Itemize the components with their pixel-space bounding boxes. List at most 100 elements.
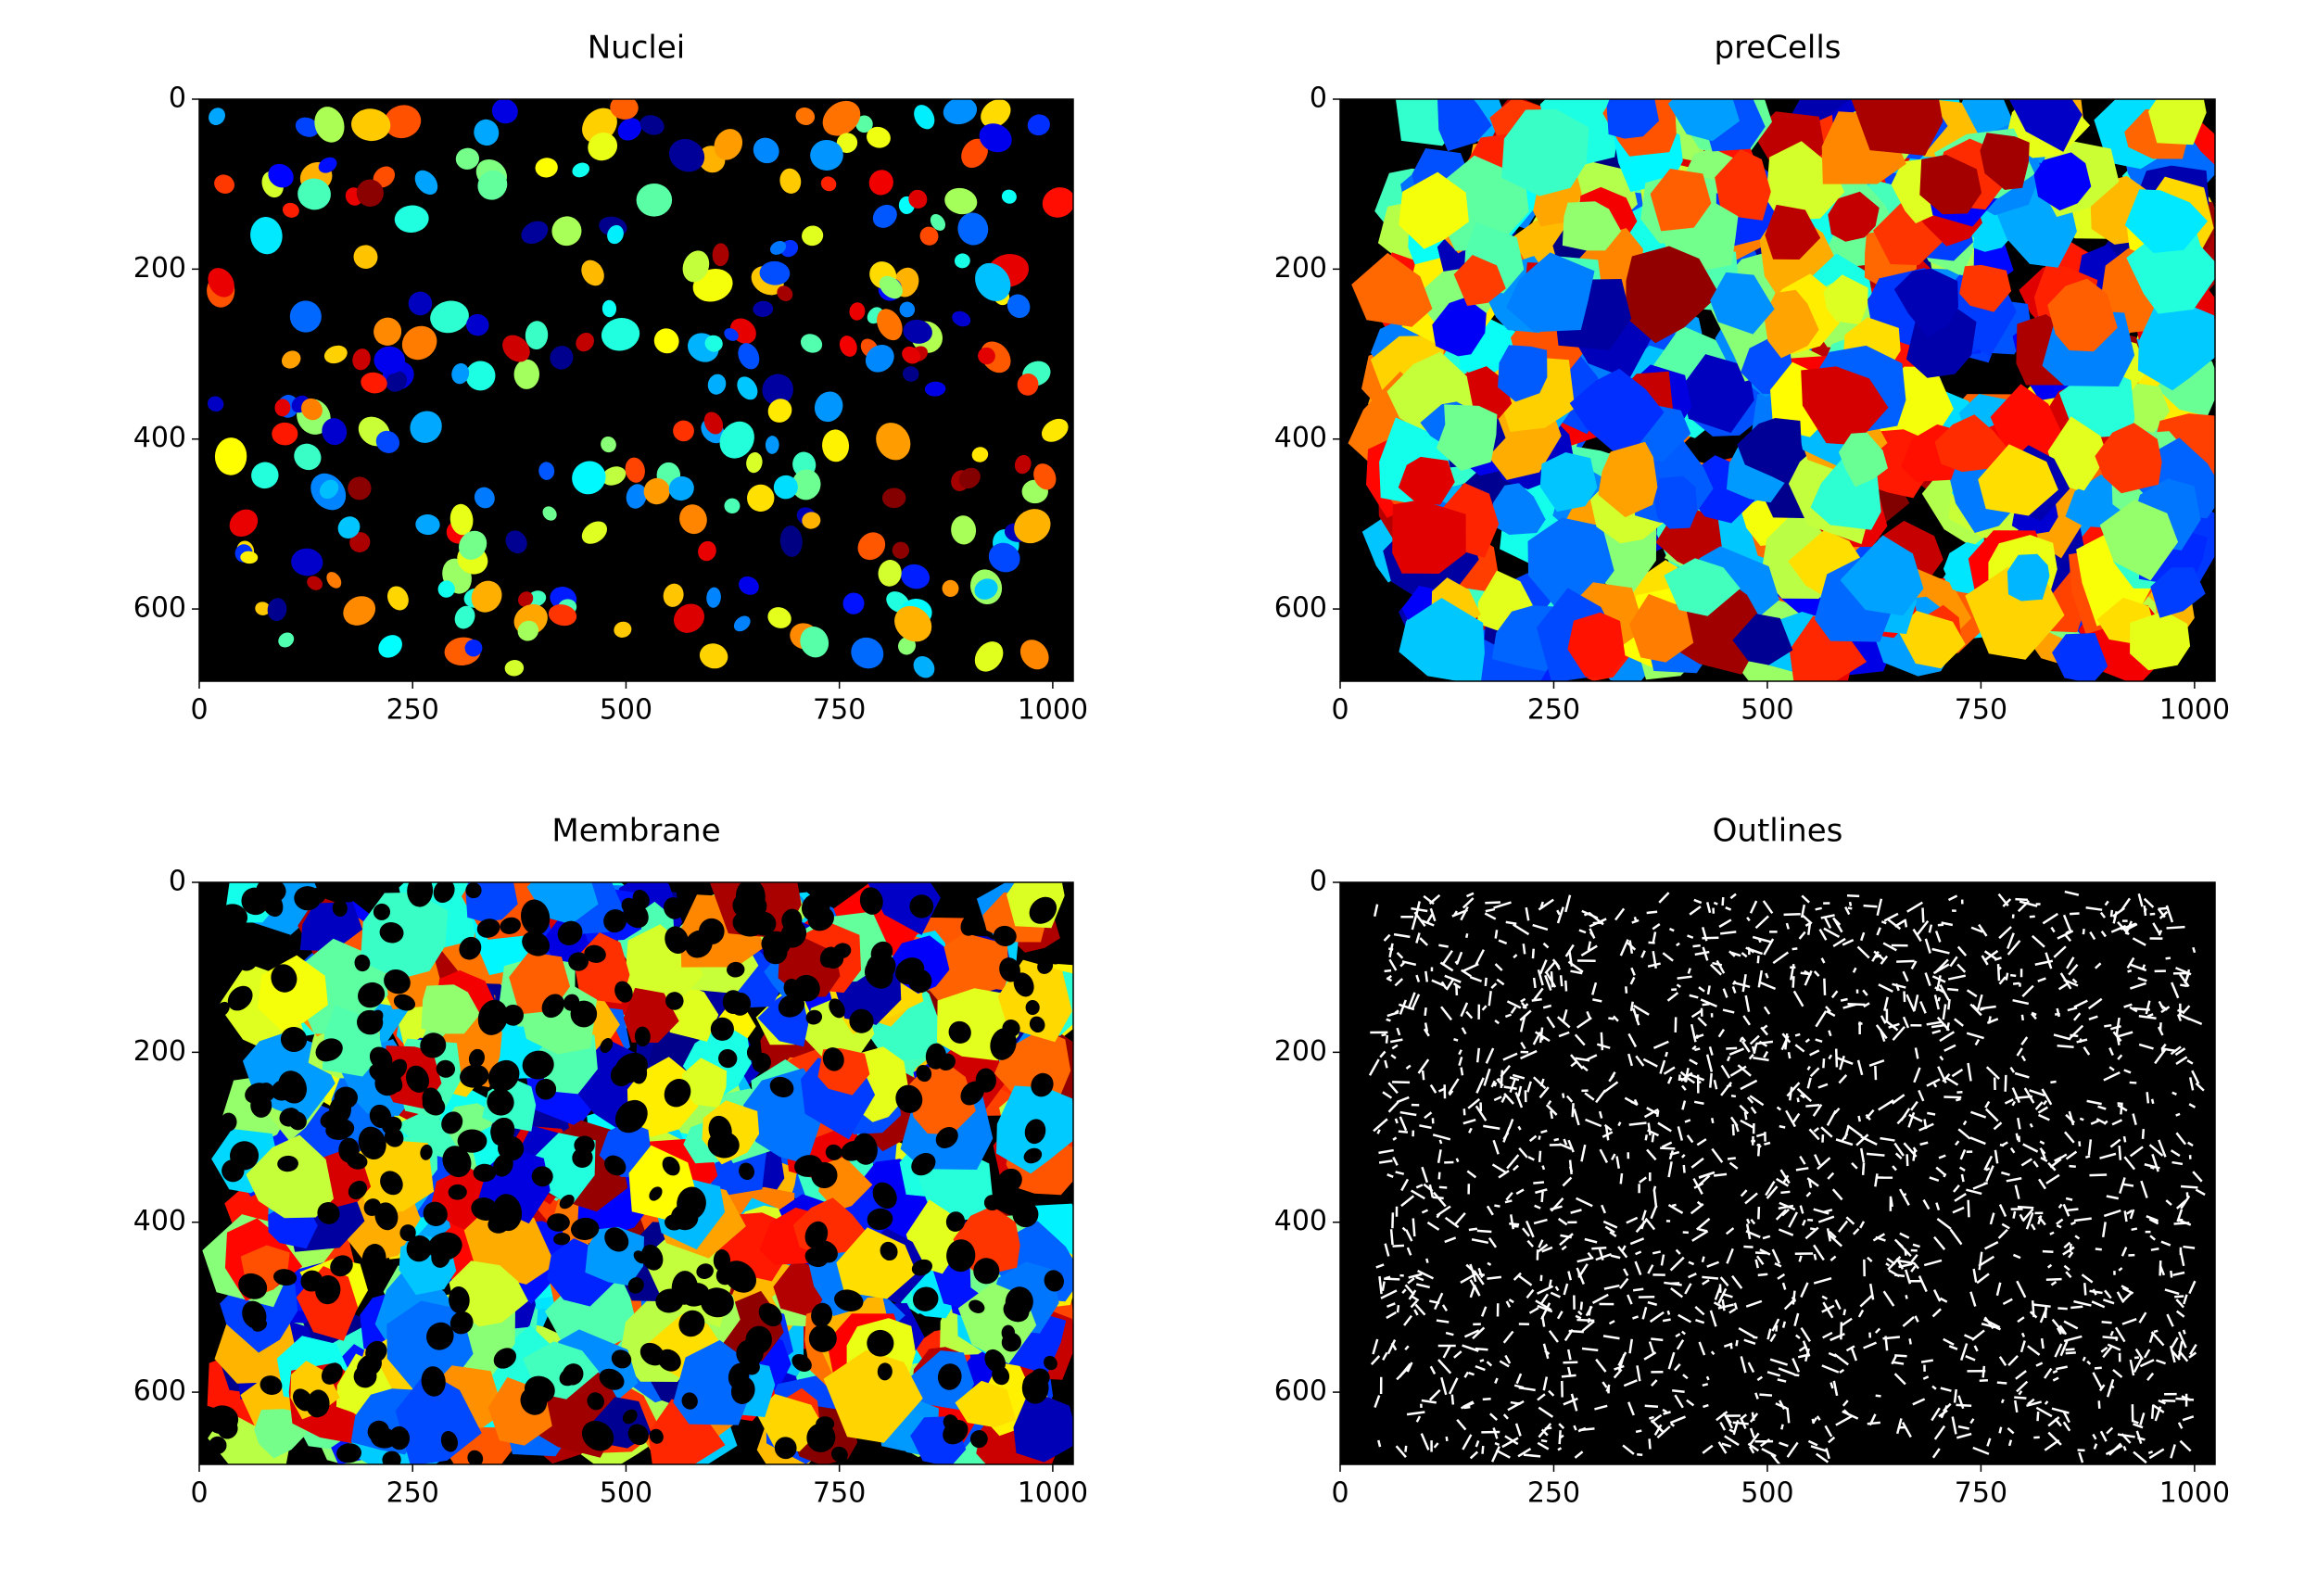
outline-segment [1780, 1190, 1791, 1195]
x-tick-label: 0 [190, 694, 208, 727]
nucleus-hole [969, 1299, 985, 1313]
outline-segment [1815, 1452, 1830, 1463]
outline-segment [2133, 1007, 2150, 1011]
outline-segment [1893, 1273, 1906, 1278]
nucleus [449, 503, 474, 536]
nucleus-hole [457, 1129, 487, 1153]
outline-segment [1748, 1053, 1754, 1060]
outline-segment [1810, 1445, 1827, 1452]
cell-region [1567, 612, 1626, 678]
outline-segment [1387, 1101, 1399, 1113]
outline-segment [1829, 1230, 1837, 1239]
nucleus [914, 105, 935, 130]
nucleus-hole [1029, 1016, 1045, 1033]
outline-segment [1750, 1218, 1756, 1225]
nucleus [505, 530, 527, 553]
outline-segment [1581, 1320, 1595, 1333]
nucleus [954, 253, 970, 269]
nucleus [836, 133, 858, 153]
nucleus [465, 361, 496, 391]
nucleus-hole [728, 1362, 750, 1389]
outline-segment [1874, 1173, 1879, 1187]
outline-segment [1716, 1411, 1728, 1422]
outline-segment [2101, 1222, 2107, 1238]
outline-segment [1610, 1153, 1616, 1161]
nucleus [747, 484, 775, 512]
nucleus [981, 99, 1011, 128]
outline-segment [1706, 1260, 1720, 1268]
outline-segment [2065, 930, 2070, 935]
outline-segment [1694, 1047, 1701, 1052]
outline-segment [1382, 1351, 1388, 1361]
outline-segment [1800, 904, 1806, 918]
outline-segment [1913, 1067, 1921, 1083]
outline-segment [1956, 945, 1968, 956]
outline-segment [1764, 1141, 1771, 1146]
nucleus [663, 583, 684, 607]
outline-segment [1395, 1171, 1405, 1175]
outline-segment [1655, 1109, 1660, 1118]
outline-segment [2081, 1273, 2094, 1284]
outline-segment [1635, 1055, 1645, 1067]
outline-segment [1515, 1373, 1523, 1385]
outline-segment [1747, 1442, 1760, 1452]
outline-segment [1423, 1183, 1434, 1193]
outline-segment [1627, 1032, 1638, 1048]
outline-segment [2175, 1056, 2188, 1065]
outline-segment [1578, 1427, 1595, 1432]
outline-segment [2089, 1173, 2108, 1177]
outline-segment [1834, 1298, 1842, 1311]
outline-segment [1927, 1111, 1936, 1116]
outline-segment [1601, 1204, 1607, 1214]
cell-region [2047, 278, 2118, 352]
outline-segment [1701, 927, 1708, 942]
outline-segment [1605, 1384, 1611, 1392]
outline-segment [2054, 1343, 2063, 1358]
outline-segment [1959, 1343, 1969, 1362]
outline-segment [1653, 1424, 1663, 1436]
outline-segment [1944, 1076, 1959, 1086]
outline-segment [2095, 1248, 2102, 1251]
outline-segment [1570, 1393, 1578, 1412]
outline-segment [2108, 1066, 2115, 1071]
nucleus [477, 170, 508, 200]
nucleus-hole [227, 985, 253, 1011]
outline-segment [1934, 931, 1942, 943]
nucleus-hole [1031, 1072, 1054, 1097]
outline-segment [1978, 1255, 1995, 1267]
outline-segment [1997, 893, 2009, 907]
outline-segment [2037, 1215, 2043, 1225]
outline-segment [1741, 952, 1748, 958]
outline-segment [1948, 1345, 1958, 1350]
outline-segment [2063, 1131, 2075, 1144]
outline-segment [1952, 1206, 1965, 1214]
outline-segment [1818, 929, 1828, 941]
nucleus-hole [493, 1154, 513, 1177]
outline-segment [2042, 912, 2059, 925]
outline-segment [1475, 1047, 1481, 1063]
nucleus [291, 548, 323, 576]
nucleus-hole [448, 1184, 467, 1200]
outline-segment [1635, 1014, 1640, 1021]
outline-segment [1826, 1009, 1836, 1018]
outline-segment [1554, 1286, 1560, 1292]
outline-segment [1817, 1215, 1835, 1223]
outline-segment [1643, 1108, 1659, 1119]
outline-segment [1424, 970, 1429, 982]
outline-segment [2068, 1251, 2074, 1259]
outline-segment [1489, 1412, 1499, 1421]
outline-segment [1738, 1326, 1755, 1338]
outline-segment [1847, 906, 1853, 910]
outline-segment [1931, 1308, 1942, 1318]
outline-segment [1419, 937, 1429, 946]
outline-segment [1623, 1379, 1638, 1387]
outline-segment [1494, 1019, 1500, 1025]
outline-segment [1713, 1301, 1722, 1308]
nucleus [513, 359, 540, 389]
outline-segment [2170, 1444, 2176, 1459]
outline-segment [1392, 1244, 1405, 1248]
outline-segment [1646, 1148, 1657, 1161]
outline-segment [2114, 1326, 2126, 1343]
outline-segment [1904, 918, 1908, 928]
outline-segment [2122, 1292, 2133, 1302]
